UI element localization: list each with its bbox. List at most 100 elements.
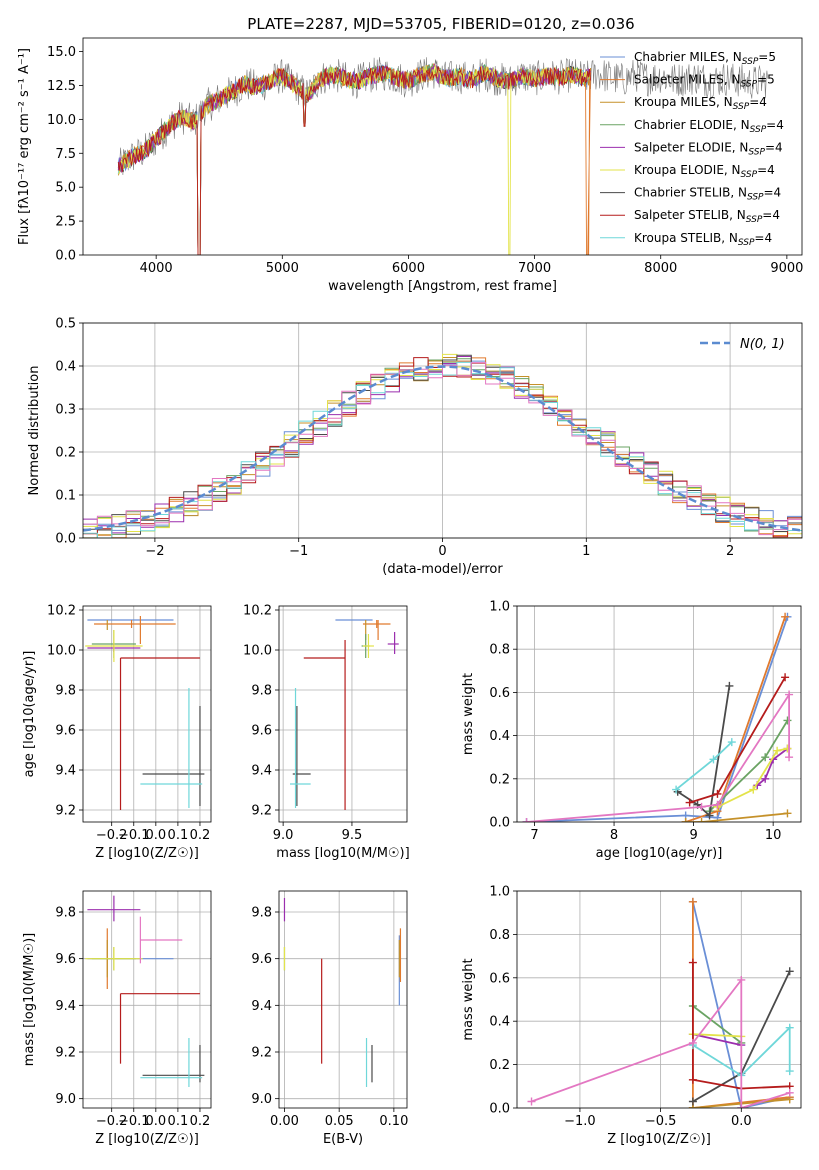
y-tick-label: 0.3: [55, 403, 76, 418]
y-tick-label: 9.4: [55, 999, 76, 1014]
x-tick-label: 0.00: [270, 1114, 299, 1129]
mass-weight-marker: [783, 744, 792, 753]
y-tick-label: 10.0: [47, 644, 76, 659]
y-tick-label: 9.8: [251, 906, 272, 921]
y-tick-label: 9.0: [251, 1092, 272, 1107]
model-spectrum-line: [117, 64, 592, 255]
axes-frame: [516, 890, 802, 1109]
legend-label: Salpeter STELIB, NSSP=4: [634, 208, 780, 225]
error-point: [387, 632, 399, 654]
mass-weight-marker: [688, 1038, 697, 1047]
x-tick-label: 9: [689, 828, 697, 843]
x-tick-label: −0.2: [96, 828, 128, 843]
mass-weight-line: [692, 962, 790, 1090]
legend-label: Salpeter MILES, NSSP=5: [634, 73, 775, 90]
x-tick-label: 1: [582, 544, 590, 559]
y-axis-label: age [log10(age/yr)]: [22, 651, 37, 778]
x-tick-label: 9.0: [273, 828, 294, 843]
legend-label: Kroupa STELIB, NSSP=4: [634, 231, 772, 248]
mass-weight-line: [685, 812, 788, 822]
axes-frame: [516, 605, 802, 823]
y-axis-label: mass weight: [461, 673, 476, 755]
x-axis-label: E(B-V): [323, 1132, 363, 1147]
y-tick-label: 9.8: [55, 906, 76, 921]
mass-weight-marker: [688, 897, 697, 906]
legend-label: Kroupa ELODIE, NSSP=4: [634, 163, 775, 180]
plot-area: [522, 612, 794, 822]
x-tick-label: −0.1: [118, 1114, 150, 1129]
y-tick-label: 0.1: [55, 489, 76, 504]
y-tick-label: 9.4: [251, 764, 272, 779]
model-spectrum-line: [117, 64, 592, 255]
x-tick-label: 8: [610, 828, 618, 843]
y-tick-label: 9.8: [251, 684, 272, 699]
mass-weight-marker: [688, 1097, 697, 1106]
y-tick-label: 9.6: [55, 952, 76, 967]
plot-area: [85, 895, 205, 1087]
mass-weight-marker: [527, 1097, 536, 1106]
error-point: [362, 620, 391, 628]
x-axis-label: wavelength [Angstrom, rest frame]: [328, 279, 557, 294]
y-tick-label: 1.0: [489, 600, 510, 615]
y-tick-label: 9.2: [251, 1046, 272, 1061]
y-tick-label: 9.2: [251, 804, 272, 819]
y-tick-label: 9.2: [55, 1046, 76, 1061]
mass-weight-marker: [688, 958, 697, 967]
mass-weight-marker: [522, 818, 531, 822]
mass-weight-marker: [713, 800, 722, 809]
mass-weight-marker: [749, 785, 758, 794]
error-point: [85, 630, 143, 662]
y-tick-label: 0.4: [55, 360, 76, 375]
model-spectrum-line: [117, 63, 591, 255]
mass-weight-line: [692, 1033, 742, 1046]
legend-label: Salpeter ELODIE, NSSP=4: [634, 140, 783, 157]
y-axis-label: Flux [fλ10⁻¹⁷ erg cm⁻² s⁻¹ A⁻¹]: [17, 48, 32, 245]
y-tick-label: 10.0: [243, 644, 272, 659]
error-point: [139, 916, 183, 964]
figure-title: PLATE=2287, MJD=53705, FIBERID=0120, z=0…: [247, 15, 634, 33]
mass-weight-marker: [725, 681, 734, 690]
x-tick-label: −0.1: [118, 828, 150, 843]
y-tick-label: 0.2: [55, 446, 76, 461]
x-tick-label: 0.10: [379, 1114, 408, 1129]
model-spectrum-line: [117, 65, 592, 255]
x-tick-label: 9000: [770, 261, 803, 276]
mass-weight-marker: [709, 755, 718, 764]
y-tick-label: 10.0: [47, 113, 76, 128]
axes-massweight_vs_age: 7 8 9 10 0.0 0.2 0.4 0.6 0.8 1.0 age [log10(age/yr…: [461, 600, 802, 861]
mass-weight-marker: [785, 1023, 794, 1032]
legend-label: Kroupa MILES, NSSP=4: [634, 95, 767, 112]
plot-area: [527, 897, 794, 1108]
x-tick-label: 7: [530, 828, 538, 843]
model-spectrum-line: [117, 63, 592, 255]
mass-weight-marker: [713, 789, 722, 798]
y-tick-label: 0.4: [489, 729, 510, 744]
x-tick-label: −1.0: [564, 1114, 596, 1129]
x-tick-label: 0.0: [145, 1114, 166, 1129]
x-tick-label: 0.2: [190, 828, 211, 843]
x-tick-label: 0.1: [168, 1114, 189, 1129]
error-point: [140, 1038, 203, 1087]
residual-histogram-step: [83, 362, 802, 536]
plot-area: [283, 898, 402, 1087]
mass-weight-marker: [685, 798, 694, 807]
axes-frame: [278, 605, 408, 823]
axes-frame: [278, 890, 408, 1109]
x-tick-label: −0.2: [96, 1114, 128, 1129]
x-tick-label: 9.5: [342, 828, 363, 843]
mass-weight-marker: [688, 1075, 697, 1084]
legend-label: Chabrier MILES, NSSP=5: [634, 50, 776, 67]
error-point: [140, 688, 203, 808]
axes-frame: [82, 37, 803, 256]
mass-weight-marker: [785, 1067, 794, 1076]
mass-weight-marker: [737, 1104, 746, 1108]
y-tick-label: 0.5: [55, 317, 76, 332]
x-tick-label: 4000: [140, 261, 173, 276]
mass-weight-line: [692, 1033, 742, 1038]
mass-weight-marker: [785, 690, 794, 699]
error-point: [142, 1045, 205, 1083]
y-tick-label: 0.8: [489, 928, 510, 943]
axes-mass_vs_Z: −0.2−0.10.0 0.1 0.2 9.0 9.2 9.4 9.6 9.8 Z [log10…: [22, 890, 212, 1147]
model-spectrum-line: [117, 64, 592, 255]
